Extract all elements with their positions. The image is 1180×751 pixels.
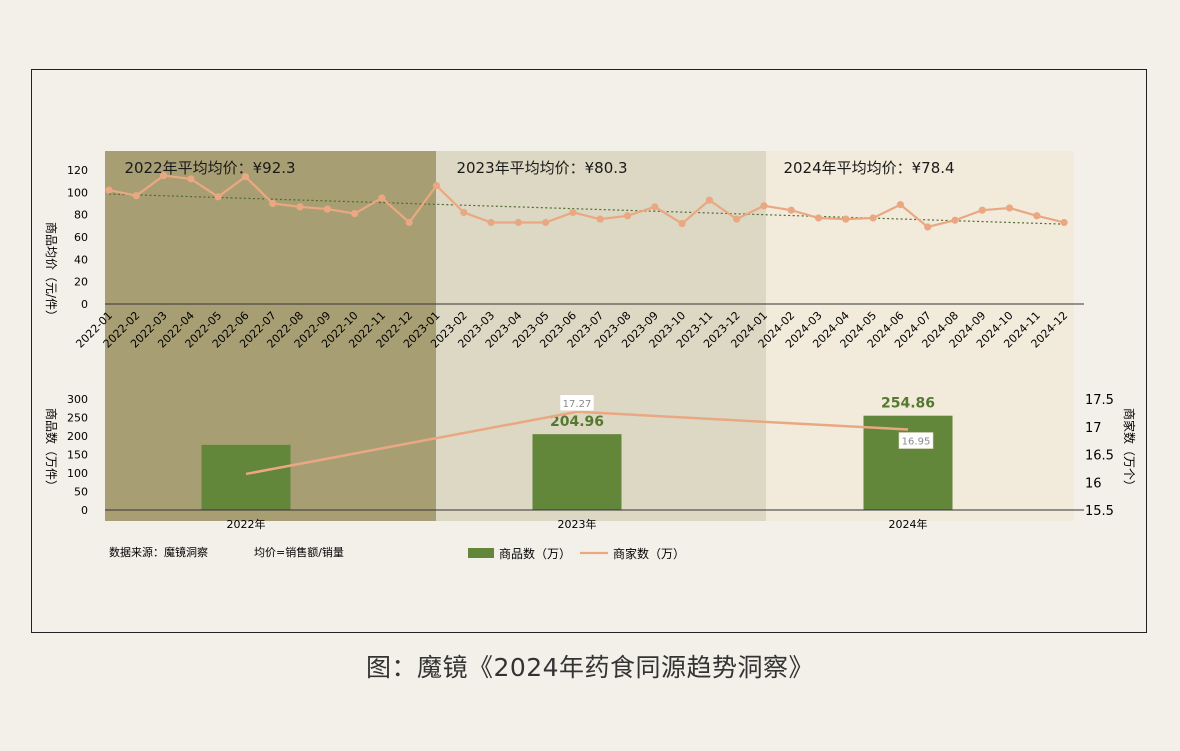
year-average-label: 2024年平均均价：¥78.4	[783, 159, 954, 177]
price-point	[187, 175, 195, 183]
legend-bar-swatch	[468, 548, 494, 558]
price-point	[214, 193, 222, 201]
price-point	[896, 201, 905, 209]
price-point	[323, 205, 331, 213]
count-y-tick: 0	[81, 504, 88, 517]
chart-frame: 0 20 40 60 80 100 120 商品均价（元/件） 2022-01 2022-02…	[31, 69, 1147, 633]
count-y-axis-label: 商品数（万件）	[44, 408, 59, 492]
year-average-annotations: 2022年平均均价：¥92.3 2023年平均均价：¥80.3 2024年平均均价：…	[124, 159, 954, 177]
price-point	[869, 214, 877, 222]
year-category-label: 2023年	[558, 517, 597, 531]
year-bands	[105, 151, 1074, 521]
merchant-count-line	[245, 410, 909, 476]
price-point	[814, 214, 823, 222]
merchant-y2-axis-label: 商家数（万个）	[1122, 408, 1137, 492]
price-point	[596, 215, 604, 223]
price-point	[924, 223, 932, 231]
price-y-ticks: 0 20 40 60 80 100 120	[67, 164, 88, 311]
count-y-tick: 50	[74, 486, 88, 499]
price-point	[405, 218, 413, 227]
product-count-data-label: 204.96	[550, 414, 604, 430]
price-point	[569, 208, 577, 217]
price-y-tick: 80	[74, 209, 88, 222]
year-average-label: 2022年平均均价：¥92.3	[124, 159, 295, 177]
merchant-data-labels: 17.27 16.95	[559, 394, 934, 449]
price-point	[651, 203, 659, 211]
price-point	[1033, 212, 1041, 220]
merchant-data-label-box	[898, 432, 934, 449]
year-category-label: 2024年	[889, 517, 928, 531]
count-y-ticks: 0 50 100 150 200 250 300	[67, 393, 88, 517]
legend-bar-label: 商品数（万）	[499, 546, 571, 561]
price-point	[733, 215, 741, 223]
price-point	[487, 218, 495, 227]
count-y-tick: 250	[67, 412, 88, 425]
price-point	[269, 199, 277, 208]
price-y-tick: 20	[74, 276, 88, 289]
price-point	[132, 192, 140, 200]
price-point	[241, 173, 250, 181]
price-y-axis-label: 商品均价（元/件）	[44, 222, 59, 322]
merchant-y2-ticks: 15.5 16 16.5 17 17.5	[1085, 393, 1114, 519]
price-point	[378, 194, 386, 202]
product-count-bar	[863, 415, 953, 510]
product-count-bars: 204.96 254.86	[201, 396, 953, 510]
merchant-y2-tick: 17.5	[1085, 393, 1114, 408]
price-point	[105, 186, 113, 194]
price-point	[1060, 218, 1068, 227]
count-y-tick: 300	[67, 393, 88, 406]
count-y-tick: 200	[67, 430, 88, 443]
product-count-bar	[532, 434, 622, 510]
product-count-bar	[201, 444, 291, 510]
price-point	[705, 196, 713, 204]
legend: 商品数（万） 商家数（万）	[468, 546, 685, 561]
price-point	[351, 209, 359, 218]
source-note: 数据来源：魔镜洞察	[109, 545, 208, 559]
price-point	[159, 171, 168, 180]
year-average-label: 2023年平均均价：¥80.3	[456, 159, 627, 177]
price-point	[296, 203, 304, 211]
merchant-data-label-box	[559, 394, 595, 412]
price-point	[1005, 204, 1014, 212]
price-point	[432, 182, 441, 190]
price-y-tick: 100	[67, 186, 88, 199]
merchant-y2-tick: 16	[1085, 476, 1102, 491]
price-point	[842, 215, 850, 223]
merchant-y2-tick: 15.5	[1085, 504, 1114, 519]
year-category-labels: 2022年 2023年 2024年	[227, 517, 928, 531]
product-count-data-label: 254.86	[881, 396, 935, 412]
price-point	[623, 212, 632, 220]
year-category-label: 2022年	[227, 517, 266, 531]
price-point	[460, 208, 468, 217]
price-point	[678, 220, 686, 228]
count-y-tick: 150	[67, 449, 88, 462]
legend-line-label: 商家数（万）	[613, 546, 685, 561]
price-point	[978, 206, 986, 214]
price-point	[760, 202, 768, 210]
footer-notes: 数据来源：魔镜洞察 均价=销售额/销量	[109, 545, 344, 559]
merchant-data-label: 16.95	[902, 437, 931, 448]
price-point	[787, 206, 795, 214]
price-y-tick: 0	[81, 298, 88, 311]
merchant-y2-tick: 17	[1085, 421, 1102, 436]
price-points	[105, 171, 1068, 231]
count-y-tick: 100	[67, 467, 88, 480]
price-y-tick: 60	[74, 231, 88, 244]
count-bar-chart: 0 50 100 150 200 250 300 15.5 16 16.5 17 17.5 商品数（…	[44, 393, 1137, 531]
price-series-line	[108, 174, 1065, 229]
price-y-tick: 120	[67, 164, 88, 177]
figure-caption: 图：魔镜《2024年药食同源趋势洞察》	[365, 653, 815, 682]
price-point	[951, 216, 959, 224]
price-point	[514, 218, 522, 227]
merchant-data-label: 17.27	[563, 399, 592, 410]
price-y-tick: 40	[74, 253, 88, 266]
merchant-y2-tick: 16.5	[1085, 449, 1114, 464]
formula-note: 均价=销售额/销量	[254, 545, 344, 559]
price-point	[542, 218, 550, 227]
